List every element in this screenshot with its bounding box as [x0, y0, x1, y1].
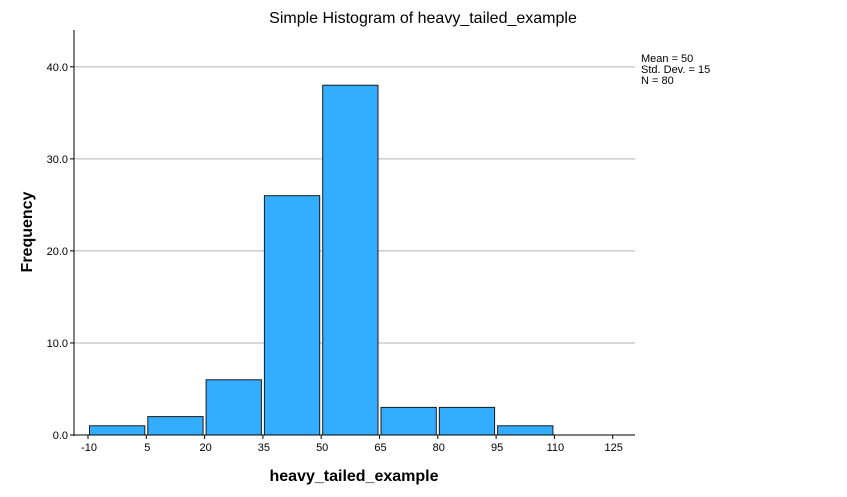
- y-tick-label: 10.0: [47, 338, 68, 350]
- stats-box: Mean = 50 Std. Dev. = 15 N = 80: [641, 53, 710, 87]
- x-tick-label: 20: [199, 442, 211, 454]
- stats-mean: Mean = 50: [641, 53, 693, 65]
- histogram-bar: [497, 425, 554, 436]
- x-axis-title: heavy_tailed_example: [270, 468, 439, 485]
- x-tick-label: 35: [258, 442, 270, 454]
- x-tick-label: 80: [433, 442, 445, 454]
- x-tick-label: 65: [374, 442, 386, 454]
- x-tick-label: 50: [316, 442, 328, 454]
- x-tick-label: 125: [605, 442, 623, 454]
- x-tick-label: 5: [144, 442, 150, 454]
- x-tick-label: -10: [81, 442, 97, 454]
- histogram-bar: [205, 379, 262, 436]
- y-tick-label: 0.0: [53, 430, 68, 442]
- x-axis-ticks: -10 5 20 35 50 65 80 95 110 125: [81, 435, 623, 454]
- stats-n: N = 80: [641, 75, 674, 87]
- histogram-bar: [380, 406, 437, 436]
- y-tick-label: 40.0: [47, 62, 68, 74]
- histogram-bar: [89, 425, 146, 436]
- y-axis-ticks: 0.0 10.0 20.0 30.0 40.0: [47, 62, 74, 442]
- chart-title: Simple Histogram of heavy_tailed_example: [269, 10, 577, 27]
- histogram-bar: [438, 406, 496, 436]
- histogram-bar: [263, 195, 321, 436]
- x-tick-label: 110: [547, 442, 565, 454]
- x-tick-label: 95: [491, 442, 503, 454]
- y-axis-title: Frequency: [19, 191, 36, 272]
- y-tick-label: 20.0: [47, 246, 68, 258]
- y-tick-label: 30.0: [47, 154, 68, 166]
- bars: [89, 84, 554, 436]
- stats-std-dev: Std. Dev. = 15: [641, 64, 710, 76]
- histogram-bar: [147, 416, 204, 436]
- histogram-bar: [322, 84, 379, 436]
